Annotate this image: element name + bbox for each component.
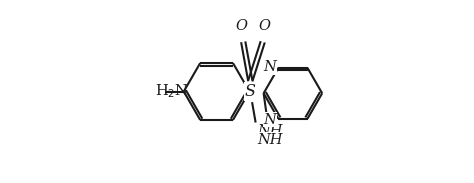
Text: S: S [245, 83, 256, 100]
Text: NH: NH [257, 124, 283, 138]
Text: N: N [264, 113, 276, 126]
Text: N: N [264, 60, 276, 74]
Text: O: O [258, 19, 271, 33]
Text: O: O [236, 19, 247, 33]
Text: H$_2$N: H$_2$N [155, 83, 190, 100]
Text: NH: NH [257, 133, 283, 147]
